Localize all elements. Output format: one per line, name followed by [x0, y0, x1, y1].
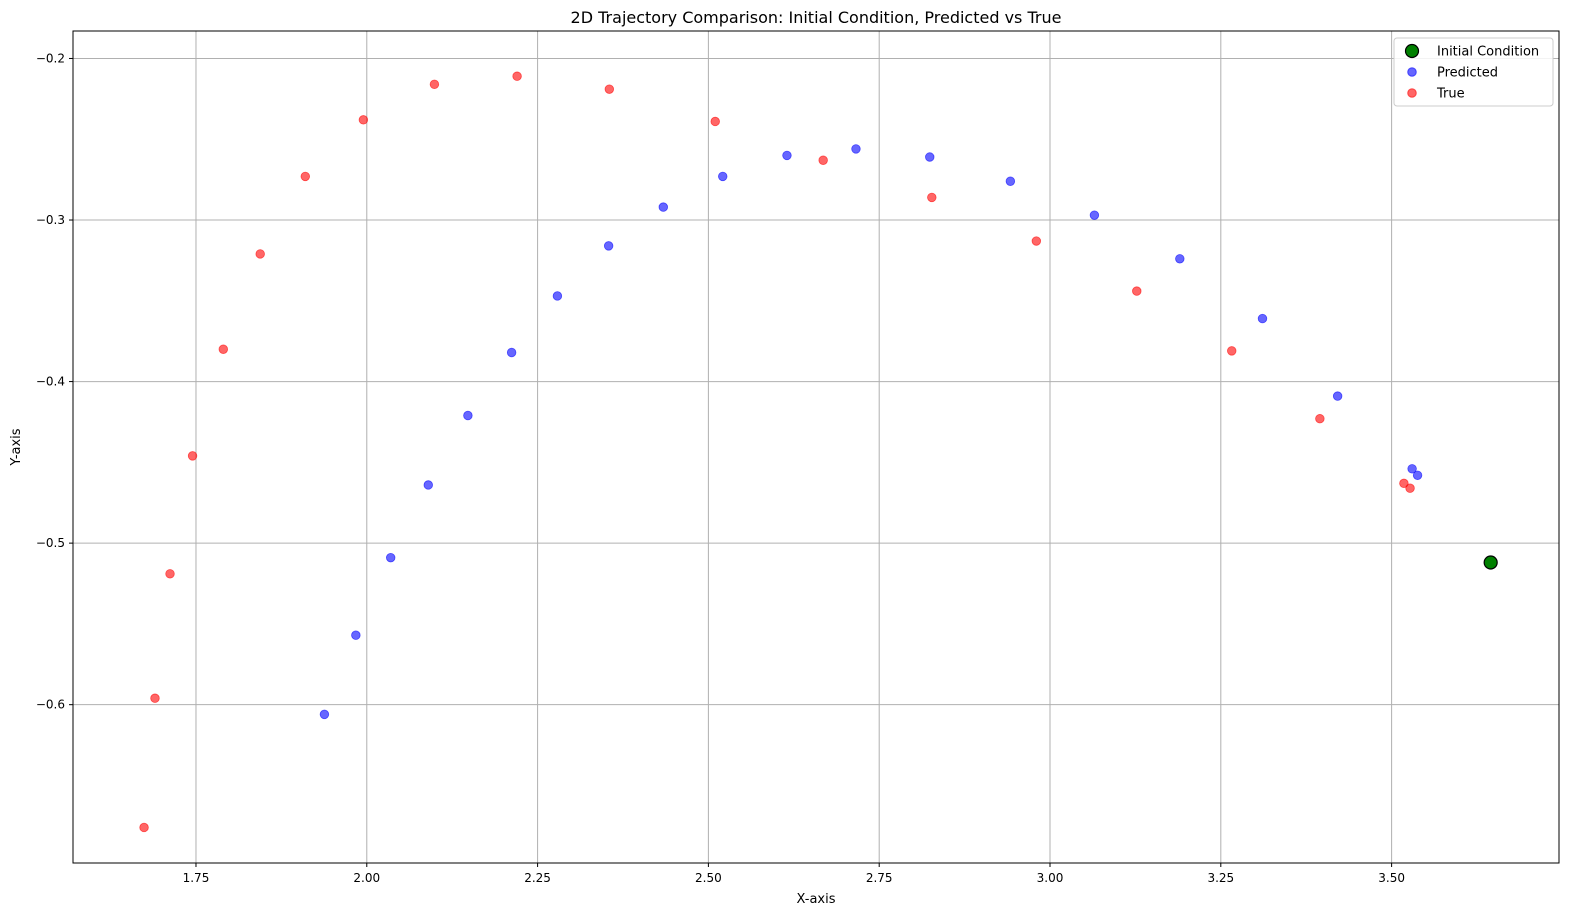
x-axis-label: X-axis — [797, 892, 836, 907]
predicted-point — [1407, 464, 1417, 474]
true-point — [1132, 286, 1142, 296]
predicted-point — [351, 630, 361, 640]
y-tick-label: −0.3 — [36, 213, 65, 227]
x-tick-label: 2.25 — [524, 871, 551, 885]
predicted-point — [1332, 391, 1343, 401]
predicted-point — [385, 552, 396, 563]
initial-condition-point — [1483, 555, 1498, 570]
y-tick-label: −0.4 — [36, 375, 65, 389]
y-axis-ticks: −0.2 −0.3 −0.4 −0.5 −0.6 — [36, 51, 73, 712]
x-tick-label: 2.00 — [353, 871, 380, 885]
predicted-point — [423, 480, 433, 490]
true-point — [1315, 414, 1325, 424]
true-point — [1405, 483, 1415, 493]
y-axis-label: Y-axis — [9, 428, 24, 466]
predicted-point — [319, 709, 330, 720]
x-tick-label: 2.75 — [866, 871, 893, 885]
y-tick-label: −0.6 — [36, 698, 65, 712]
predicted-point — [1005, 176, 1016, 186]
predicted-point — [925, 152, 935, 162]
legend-label: Initial Condition — [1437, 45, 1539, 60]
predicted-point — [658, 202, 669, 212]
true-point — [150, 693, 160, 703]
true-point — [187, 451, 198, 461]
true-point — [218, 344, 229, 354]
true-point — [927, 192, 937, 203]
x-tick-label: 3.25 — [1207, 871, 1234, 885]
true-point — [1031, 236, 1042, 246]
predicted-point — [782, 150, 792, 161]
legend-box — [1393, 37, 1554, 107]
y-tick-label: −0.2 — [36, 51, 65, 65]
predicted-point — [1257, 313, 1268, 324]
true-point — [1399, 478, 1409, 489]
true-point — [818, 155, 828, 165]
chart-title: 2D Trajectory Comparison: Initial Condit… — [571, 8, 1062, 27]
x-tick-label: 3.00 — [1037, 871, 1064, 885]
predicted-point — [1175, 254, 1185, 264]
predicted-point — [1412, 470, 1423, 480]
predicted-point — [1089, 210, 1100, 220]
predicted-point — [603, 241, 614, 251]
x-tick-label: 1.75 — [183, 871, 210, 885]
true-point — [300, 171, 310, 182]
series-predicted — [319, 144, 1423, 720]
legend-marker-initial-condition — [1404, 43, 1420, 59]
legend-label: Predicted — [1437, 66, 1498, 81]
grid — [73, 31, 1559, 863]
predicted-point — [463, 410, 473, 421]
legend-label: True — [1436, 87, 1465, 102]
predicted-point — [851, 144, 861, 154]
true-point — [165, 569, 175, 579]
x-tick-label: 3.50 — [1378, 871, 1405, 885]
series-true — [139, 71, 1415, 833]
x-tick-label: 2.50 — [695, 871, 722, 885]
y-tick-label: −0.5 — [36, 536, 65, 550]
true-point — [255, 249, 265, 259]
predicted-point — [552, 291, 563, 301]
true-point — [710, 116, 720, 127]
true-point — [604, 84, 615, 94]
true-point — [358, 115, 369, 125]
series-layer — [139, 71, 1498, 833]
true-point — [1227, 346, 1237, 356]
true-point — [429, 79, 440, 90]
legend-marker-true — [1407, 88, 1417, 98]
predicted-point — [718, 171, 728, 182]
predicted-point — [506, 347, 517, 358]
legend-marker-predicted — [1407, 67, 1417, 77]
legend: Initial Condition Predicted True — [1393, 37, 1554, 107]
true-point — [512, 71, 522, 81]
series-initial-condition — [1483, 555, 1498, 570]
true-point — [139, 822, 149, 833]
plot-frame — [72, 30, 1560, 864]
x-axis-ticks: 1.75 2.00 2.25 2.50 2.75 3.00 3.25 3.50 — [183, 863, 1405, 885]
